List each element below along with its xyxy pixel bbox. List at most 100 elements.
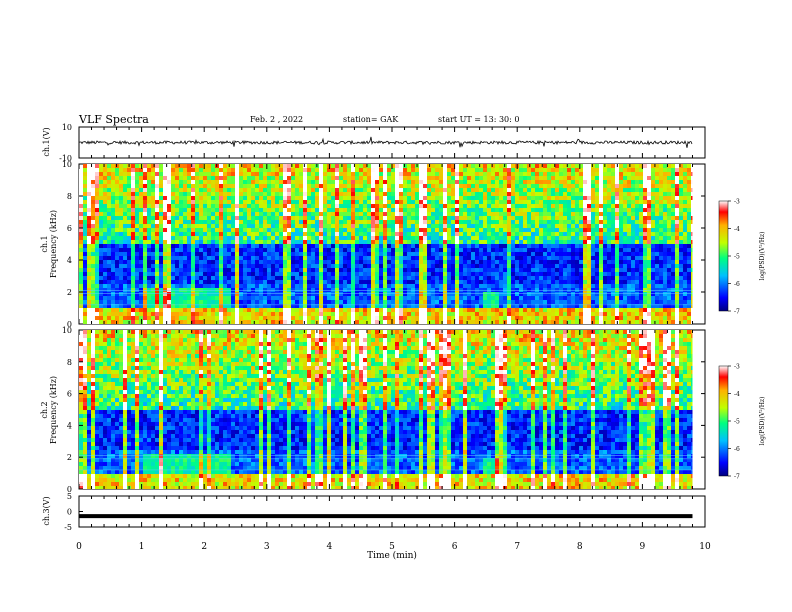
ch1-spectrogram-cell [99, 280, 103, 284]
ch1-spectrogram-cell [291, 200, 295, 204]
ch1-spectrogram-cell [551, 316, 555, 320]
ch1-spectrogram-cell [559, 244, 563, 248]
ch1-spectrogram-cell [459, 284, 463, 288]
ch1-spectrogram-cell [279, 188, 283, 192]
ch1-spectrogram-cell [543, 228, 547, 232]
ch1-spectrogram-cell [259, 276, 263, 280]
ch1-spectrogram-cell [571, 252, 575, 256]
ch1-spectrogram-cell [223, 240, 227, 244]
ch1-spectrogram-cell [403, 172, 407, 176]
ch1-spectrogram-cell [103, 236, 107, 240]
ch1-spectrogram-cell [127, 308, 131, 312]
ch1-spectrogram-cell [83, 296, 87, 300]
ch1-spectrogram-cell [435, 232, 439, 236]
ch1-spectrogram-cell [563, 244, 567, 248]
ch1-spectrogram-cell [91, 228, 95, 232]
ch1-spectrogram-cell [407, 184, 411, 188]
ch1-spectrogram-cell [487, 212, 491, 216]
ch1-spectrogram-cell [359, 260, 363, 264]
ch1-spectrogram-cell [263, 312, 267, 316]
ch1-spectrogram-cell [495, 316, 499, 320]
ch1-spectrogram-cell [371, 244, 375, 248]
ch1-spectrogram-cell [199, 180, 203, 184]
ch1-spectrogram-cell [519, 236, 523, 240]
ch1-spectrogram-cell [315, 216, 319, 220]
ch1-spectrogram-cell [487, 252, 491, 256]
ch1-spectrogram-cell [127, 168, 131, 172]
ch1-spectrogram-cell [407, 276, 411, 280]
ch1-spectrogram-cell [207, 180, 211, 184]
ch1-spectrogram-cell [183, 168, 187, 172]
ch1-spectrogram-cell [339, 232, 343, 236]
ch1-spectrogram-cell [311, 208, 315, 212]
ch1-spectrogram-cell [423, 272, 427, 276]
ch1-spectrogram-cell [467, 280, 471, 284]
ch1-spectrogram-cell [567, 260, 571, 264]
ch1-spectrogram-cell [527, 164, 531, 168]
ch1-spectrogram-cell [415, 264, 419, 268]
ch1-spectrogram-cell [147, 312, 151, 316]
ch1-spectrogram-cell [163, 320, 167, 324]
ch1-spectrogram-cell [503, 224, 507, 228]
ch1-spectrogram-cell [323, 268, 327, 272]
ch1-spectrogram-cell [123, 264, 127, 268]
ch1-spectrogram-cell [391, 304, 395, 308]
ch1-spectrogram-cell [147, 292, 151, 296]
ch1-spectrogram-cell [163, 168, 167, 172]
ch1-spectrogram-cell [203, 220, 207, 224]
ch1-spectrogram-cell [191, 272, 195, 276]
ch1-spectrogram-cell [287, 320, 291, 324]
ch1-spectrogram-cell [511, 220, 515, 224]
ch1-spectrogram-cell [323, 248, 327, 252]
ch1-spectrogram-cell [487, 228, 491, 232]
ch1-spectrogram-cell [123, 308, 127, 312]
ch1-spectrogram-cell [563, 280, 567, 284]
ch1-spectrogram-cell [563, 296, 567, 300]
ch1-spectrogram-cell [463, 168, 467, 172]
ch1-spectrogram-cell [383, 164, 387, 168]
ch1-spectrogram-cell [495, 252, 499, 256]
ch1-spectrogram-cell [303, 164, 307, 168]
ch1-spectrogram-cell [251, 276, 255, 280]
ch1-spectrogram-cell [199, 256, 203, 260]
ch1-spectrogram-cell [483, 292, 487, 296]
ch1-spectrogram-cell [383, 248, 387, 252]
ch1-spectrogram-cell [379, 216, 383, 220]
ch1-spectrogram-cell [151, 284, 155, 288]
ch1-spectrogram-cell [267, 276, 271, 280]
ch1-spectrogram-cell [215, 292, 219, 296]
ch1-spectrogram-cell [431, 308, 435, 312]
ch1-spectrogram-cell [307, 212, 311, 216]
ch1-spectrogram-cell [191, 204, 195, 208]
ch1-spectrogram-cell [503, 264, 507, 268]
ch1-spectrogram-cell [443, 268, 447, 272]
ch1-spectrogram-cell [399, 276, 403, 280]
ch1-spectrogram-cell [387, 200, 391, 204]
ch1-spectrogram-cell [147, 284, 151, 288]
ch1-spectrogram-cell [335, 256, 339, 260]
ch1-spectrogram-cell [519, 176, 523, 180]
ch1-spectrogram-cell [115, 196, 119, 200]
ch1-spectrogram-cell [367, 320, 371, 324]
ch1-spectrogram-cell [515, 268, 519, 272]
ch1-spectrogram-cell [183, 240, 187, 244]
ch1-spectrogram-cell [327, 252, 331, 256]
ch1-spectrogram-cell [327, 204, 331, 208]
ch1-spectrogram-cell [247, 216, 251, 220]
ch1-spectrogram-cell [519, 268, 523, 272]
ch1-spectrogram-cell [515, 168, 519, 172]
ch1-spectrogram-cell [271, 172, 275, 176]
ch1-spectrogram-cell [435, 248, 439, 252]
ch1-spectrogram-cell [147, 204, 151, 208]
ch1-spectrogram-cell [287, 224, 291, 228]
ch1-spectrogram-cell [471, 212, 475, 216]
ch1-spectrogram-cell [203, 168, 207, 172]
ch1-spectrogram-cell [231, 224, 235, 228]
ch1-spectrogram-cell [403, 192, 407, 196]
ch1-spectrogram-cell [447, 204, 451, 208]
ch1-spectrogram-cell [159, 244, 163, 248]
ch1-spectrogram-cell [463, 264, 467, 268]
ch1-spectrogram-cell [483, 260, 487, 264]
ch1-spectrogram-cell [311, 180, 315, 184]
ch1-spectrogram-cell [111, 180, 115, 184]
